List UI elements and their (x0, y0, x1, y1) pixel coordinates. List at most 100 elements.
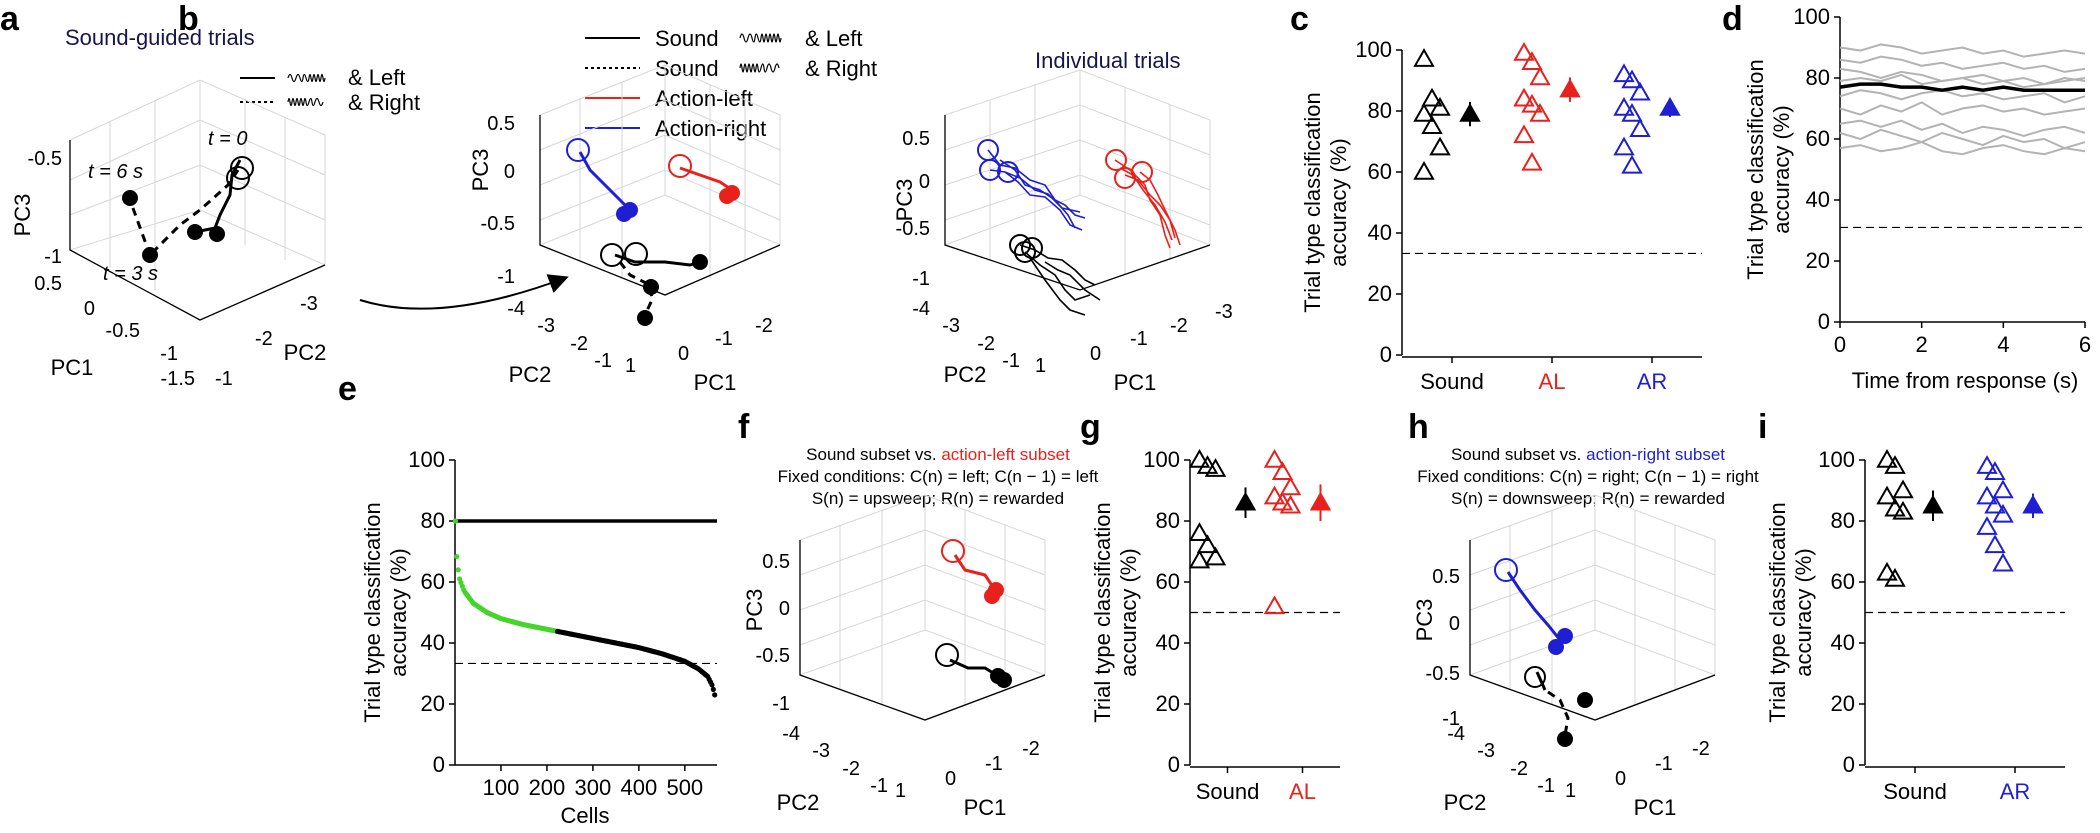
svg-text:-1: -1 (1002, 350, 1020, 372)
svg-text:-1: -1 (1655, 753, 1673, 775)
data-point (1521, 93, 1543, 113)
data-point (1204, 546, 1227, 566)
connecting-arrow (359, 274, 569, 310)
data-point (1279, 476, 1302, 496)
svg-text:Sound subset vs. action-right: Sound subset vs. action-right subset (1451, 445, 1725, 464)
svg-text:1: 1 (625, 355, 636, 377)
svg-text:-1.5: -1.5 (161, 368, 195, 390)
svg-text:-1: -1 (497, 266, 515, 288)
data-point (1984, 461, 2006, 480)
panel-label-d: d (1722, 0, 1743, 38)
svg-text:PC1: PC1 (964, 795, 1007, 820)
svg-text:-0.5: -0.5 (896, 218, 930, 240)
y-axis-label: accuracy (%) (386, 548, 411, 676)
downsweep-icon (287, 97, 324, 107)
y-tick-label: 0 (1843, 752, 1855, 777)
x-tick-label: 4 (1997, 332, 2009, 357)
svg-text:Fixed conditions: C(n) = left;: Fixed conditions: C(n) = left; C(n − 1) … (778, 467, 1099, 486)
svg-text:-2: -2 (1510, 758, 1528, 780)
panel-label-e: e (338, 370, 357, 408)
data-point (1984, 494, 2006, 514)
svg-text:-1: -1 (1537, 775, 1555, 797)
data-point (1629, 118, 1651, 138)
y-tick-label: 60 (1806, 126, 1830, 151)
svg-text:Action-left: Action-left (655, 86, 753, 111)
data-point (1613, 96, 1635, 116)
svg-text:-2: -2 (1692, 738, 1710, 760)
mean-marker (1459, 103, 1481, 122)
panel-label-h: h (1408, 408, 1429, 446)
svg-text:-1: -1 (215, 368, 233, 390)
y-axis-label: Trial type classification (1090, 502, 1115, 722)
y-tick-label: 100 (1818, 447, 1855, 472)
data-point (1976, 455, 1998, 474)
panel-label-f: f (738, 408, 750, 446)
data-point (1188, 549, 1211, 569)
individual-line (1839, 89, 2086, 104)
svg-text:-0.5: -0.5 (481, 213, 515, 235)
mean-marker (1922, 494, 1944, 514)
y-tick-label: 0 (1818, 309, 1830, 334)
panel-label-a: a (0, 0, 20, 38)
data-point (1613, 63, 1635, 83)
svg-text:0.5: 0.5 (487, 113, 515, 135)
y-tick-label: 20 (1368, 281, 1392, 306)
data-point (1513, 42, 1535, 61)
svg-text:-3: -3 (1215, 301, 1233, 323)
panel-label-b: b (178, 0, 199, 38)
svg-text:-1: -1 (715, 328, 733, 350)
x-tick-label: 300 (575, 775, 612, 800)
svg-text:& Right: & Right (805, 56, 877, 81)
svg-text:-1: -1 (160, 343, 178, 365)
svg-text:-2: -2 (977, 333, 995, 355)
data-point (1876, 448, 1898, 468)
data-point (1992, 552, 2014, 572)
panel-a-pc2-label: PC2 (284, 340, 327, 365)
svg-text:-0.5: -0.5 (28, 148, 62, 170)
svg-text:-1: -1 (1442, 708, 1460, 730)
y-axis-label: accuracy (%) (1326, 138, 1351, 266)
panel-labels: a b c d e f g h i (0, 0, 1767, 446)
data-point (1413, 160, 1435, 180)
data-point (1413, 48, 1435, 67)
svg-text:-4: -4 (1447, 723, 1465, 745)
svg-text:-1: -1 (772, 693, 790, 715)
y-axis-label: Trial type classification (1743, 59, 1768, 279)
data-point (1521, 151, 1543, 171)
data-point (1529, 66, 1551, 86)
svg-text:Fixed conditions: C(n) = right: Fixed conditions: C(n) = right; C(n − 1)… (1417, 467, 1759, 486)
y-tick-label: 100 (408, 447, 445, 472)
svg-text:0: 0 (1615, 768, 1626, 790)
svg-text:PC2: PC2 (509, 362, 552, 387)
category-label: AR (1637, 369, 1668, 394)
individual-line (1839, 128, 2086, 150)
cell-point (712, 692, 718, 698)
svg-text:-3: -3 (537, 315, 555, 337)
svg-text:PC3: PC3 (1412, 599, 1437, 642)
data-point (1884, 455, 1906, 474)
svg-text:-1: -1 (870, 775, 888, 797)
data-point (1629, 81, 1651, 101)
x-axis-label: Cells (561, 803, 610, 828)
svg-text:1: 1 (1035, 355, 1046, 377)
panel-i-chart: 0 20 40 60 80 100 Trial type classification acc… (1765, 447, 2065, 804)
cell-point (454, 553, 460, 560)
x-tick-label: 0 (1834, 332, 1846, 357)
individual-line (1839, 101, 2086, 116)
y-tick-label: 80 (1831, 508, 1855, 533)
data-point (1279, 494, 1302, 514)
y-tick-label: 0 (1168, 752, 1180, 777)
data-point (1613, 136, 1635, 156)
panel-label-c: c (1290, 0, 1309, 38)
category-label: AL (1539, 369, 1566, 394)
data-point (1984, 534, 2006, 554)
svg-text:0: 0 (945, 768, 956, 790)
y-tick-label: 80 (1806, 65, 1830, 90)
svg-text:PC2: PC2 (777, 790, 820, 815)
data-point (1621, 154, 1643, 174)
panel-a-legend-left: & Left (348, 65, 405, 90)
y-tick-label: 80 (1156, 508, 1180, 533)
downsweep-icon (739, 63, 780, 73)
svg-text:0: 0 (678, 343, 689, 365)
data-point (1621, 103, 1643, 122)
